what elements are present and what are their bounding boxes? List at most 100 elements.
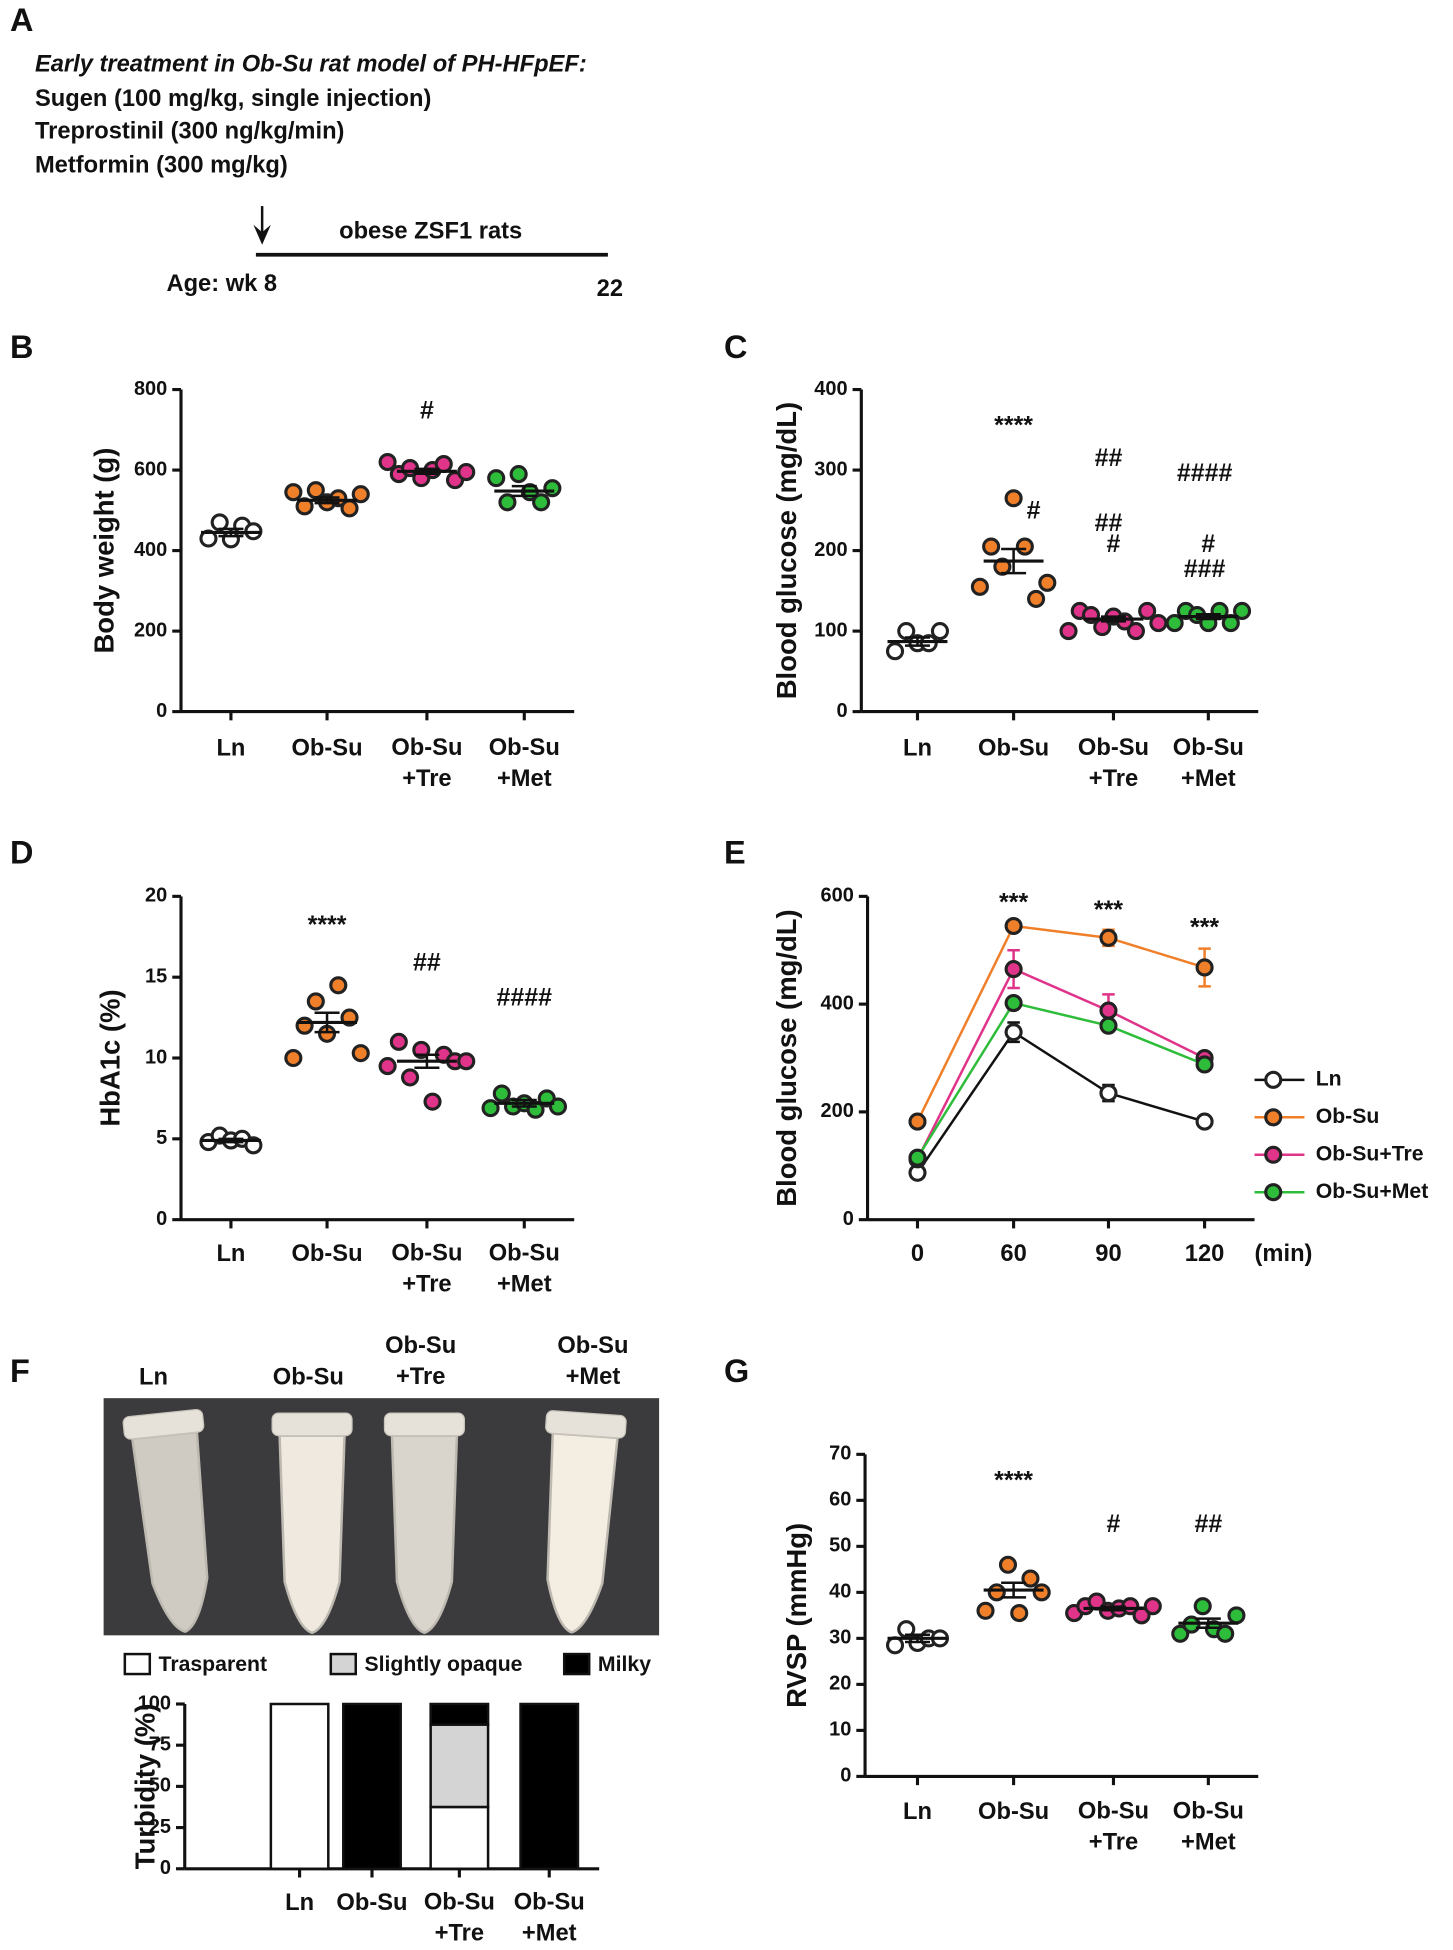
tube-cap <box>383 1412 465 1437</box>
data-point <box>998 1555 1018 1574</box>
data-point <box>492 1084 511 1103</box>
x-tick-label: Ob-Su <box>336 1890 407 1916</box>
data-point <box>487 469 506 488</box>
annotation: ## <box>1095 509 1123 537</box>
data-point <box>284 483 303 502</box>
data-point <box>295 1016 314 1035</box>
legend-label: Trasparent <box>159 1653 268 1676</box>
annotation: ## <box>1194 1510 1222 1538</box>
legend-label: Slightly opaque <box>364 1653 522 1676</box>
error-bar <box>218 527 244 538</box>
data-point <box>1059 622 1078 641</box>
y-tick-label: 400 <box>820 992 853 1014</box>
data-point <box>284 1048 303 1068</box>
annotation: # <box>1107 1510 1121 1538</box>
x-tick-label: Ob-Su +Met <box>1173 735 1244 792</box>
data-point <box>1195 1112 1214 1131</box>
data-point <box>306 481 325 500</box>
data-point <box>1143 1597 1162 1616</box>
legend-swatch <box>329 1652 358 1676</box>
y-tick-label: 400 <box>814 378 847 400</box>
annotation: # <box>1201 530 1215 558</box>
data-point <box>457 1052 476 1071</box>
data-point <box>1165 613 1184 633</box>
y-tick-label: 30 <box>829 1627 851 1649</box>
x-tick-label: Ob-Su +Tre <box>1078 735 1149 792</box>
data-point <box>1021 1569 1040 1588</box>
text-line: +Tre <box>402 1272 451 1298</box>
annotation: ## <box>1095 444 1123 472</box>
series-line <box>916 924 1205 1123</box>
y-axis-label: Body weight (g) <box>88 448 119 654</box>
tube-label: Ob-Su +Tre <box>385 1333 456 1390</box>
y-tick-label: 10 <box>145 1046 167 1068</box>
data-point <box>351 1044 370 1063</box>
error-bar <box>1001 1581 1027 1599</box>
data-point <box>1227 1606 1246 1625</box>
y-axis-label: Blood glucose (mg/dL) <box>771 909 802 1206</box>
y-tick-label: 75 <box>149 1733 171 1755</box>
error-bar <box>218 1137 244 1144</box>
text-line: Ob-Su <box>514 1890 585 1916</box>
annotation: ## <box>413 948 441 976</box>
tube <box>390 1434 459 1635</box>
x-tick-label: Ob-Su <box>291 1241 362 1267</box>
data-point <box>1004 916 1023 936</box>
text-line: Ob-Su <box>391 1241 462 1267</box>
error-bar <box>905 1633 930 1644</box>
bar-segment <box>429 1723 490 1809</box>
y-tick-label: 0 <box>843 1208 854 1230</box>
y-tick-label: 100 <box>138 1692 171 1714</box>
data-point <box>1195 1055 1214 1074</box>
data-point <box>1193 1597 1212 1616</box>
data-point <box>1015 537 1034 556</box>
data-point <box>908 1148 927 1167</box>
timeline-heading: Early treatment in Ob-Su rat model of PH… <box>35 51 587 77</box>
y-tick-label: 50 <box>829 1535 851 1557</box>
x-tick-label: Ob-Su +Met <box>489 735 560 792</box>
annotation: *** <box>1190 913 1219 941</box>
data-point <box>1195 958 1214 977</box>
data-point <box>457 463 476 482</box>
data-point <box>378 1057 397 1076</box>
text-line: Ob-Su <box>1173 1799 1244 1825</box>
error-bar <box>511 484 537 498</box>
panel-label: C <box>724 329 747 365</box>
data-point <box>498 493 517 512</box>
data-point <box>340 499 359 518</box>
data-point <box>1004 489 1023 508</box>
data-point <box>306 992 325 1011</box>
data-point <box>1099 1016 1118 1035</box>
annotation: # <box>1027 496 1041 524</box>
text-line: +Tre <box>1089 1830 1138 1856</box>
text-line: Ob-Su <box>1078 735 1149 761</box>
panel-label: G <box>724 1353 749 1389</box>
text-line: +Met <box>497 1272 552 1298</box>
text-line: Ob-Su <box>424 1890 495 1916</box>
tube-cap <box>122 1408 205 1440</box>
x-tick-label: Ob-Su +Tre <box>1078 1799 1149 1856</box>
panel-label: F <box>10 1353 30 1389</box>
legend-label: Ln <box>1316 1067 1342 1090</box>
annotation: **** <box>994 1466 1033 1494</box>
panel-label: D <box>10 835 33 871</box>
data-point <box>1138 601 1157 621</box>
text-line: +Tre <box>396 1364 445 1390</box>
error-bar <box>1195 612 1221 621</box>
bar-segment <box>519 1702 580 1871</box>
y-tick-label: 0 <box>836 700 847 722</box>
y-tick-label: 40 <box>829 1581 851 1603</box>
timeline-start: Age: wk 8 <box>166 271 277 297</box>
bar-segment <box>429 1702 490 1726</box>
y-tick-label: 0 <box>840 1765 851 1787</box>
data-point <box>1027 589 1046 608</box>
y-tick-label: 20 <box>145 885 167 907</box>
x-tick-label: Ln <box>903 735 932 761</box>
text-line: +Met <box>566 1364 621 1390</box>
data-point <box>976 1601 995 1620</box>
y-tick-label: 15 <box>145 965 167 987</box>
x-tick-label: 0 <box>911 1241 924 1267</box>
tube-label: Ln <box>139 1364 168 1390</box>
text-line: Ob-Su <box>1173 735 1244 761</box>
error-bar <box>314 496 340 505</box>
